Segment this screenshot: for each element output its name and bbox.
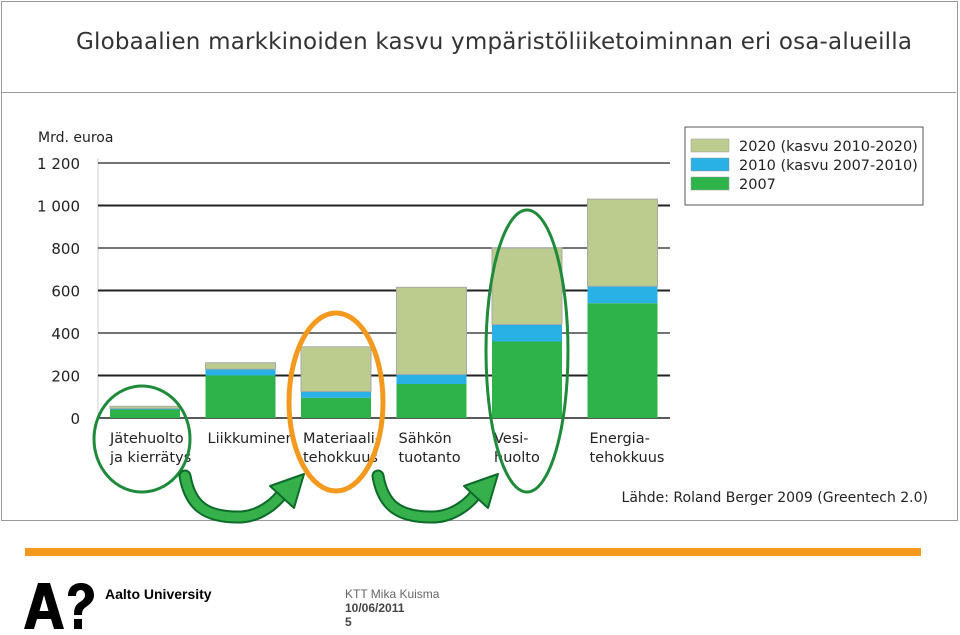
bar-segment bbox=[109, 405, 181, 409]
page-title: Globaalien markkinoiden kasvu ympäristöl… bbox=[76, 29, 913, 55]
annotation-ellipse bbox=[484, 208, 570, 494]
bar-segment bbox=[587, 286, 658, 304]
y-tick-label: 400 bbox=[51, 325, 80, 343]
footer-page: 5 bbox=[345, 615, 352, 629]
bar-segment bbox=[110, 408, 180, 410]
bar-segment bbox=[396, 374, 467, 384]
y-tick-label: 200 bbox=[51, 368, 80, 386]
bar-segment bbox=[491, 247, 563, 325]
curved-arrow-head bbox=[463, 473, 499, 509]
x-category-label: Vesi- bbox=[494, 431, 529, 447]
annotation-circle bbox=[92, 384, 192, 494]
curved-arrow-head bbox=[269, 473, 305, 509]
bar-segment bbox=[492, 341, 562, 418]
annotation-ellipse bbox=[286, 310, 386, 494]
bar-segment bbox=[205, 369, 276, 376]
source-note: Lähde: Roland Berger 2009 (Greentech 2.0… bbox=[622, 490, 928, 506]
y-tick-label: 600 bbox=[51, 283, 80, 301]
bar-segment bbox=[205, 362, 276, 370]
footer-date: 10/06/2011 bbox=[345, 601, 405, 615]
x-category-label: Liikkuminen bbox=[208, 431, 295, 447]
x-category-label: tuotanto bbox=[399, 450, 461, 466]
footer: KTT Mika Kuisma 10/06/2011 5 bbox=[345, 587, 439, 629]
y-tick-label: 1 200 bbox=[37, 155, 80, 173]
university-name: Aalto University bbox=[105, 586, 212, 602]
x-category-label: Sähkön bbox=[399, 431, 452, 447]
x-category-label: huolto bbox=[494, 450, 540, 466]
orange-divider bbox=[25, 548, 921, 556]
legend-label: 2010 (kasvu 2007-2010) bbox=[739, 158, 918, 174]
title-strip: Globaalien markkinoiden kasvu ympäristöl… bbox=[1, 1, 956, 93]
legend-label: 2007 bbox=[739, 177, 776, 193]
bar-segment bbox=[205, 375, 276, 418]
bar-segment bbox=[587, 303, 658, 418]
legend-swatch bbox=[690, 138, 730, 153]
legend-swatch bbox=[690, 176, 730, 191]
bar-segment bbox=[110, 409, 180, 418]
bar-segment bbox=[492, 324, 562, 342]
bar-segment bbox=[587, 198, 658, 287]
x-category-label: Energia- bbox=[590, 431, 650, 447]
chart-panel bbox=[1, 1, 958, 521]
bar-segment bbox=[300, 346, 372, 392]
chart: 0 200 400 600 800 1 000 1 200 Mrd. euroa Jätehuo… bbox=[37, 126, 928, 524]
bar-segment bbox=[301, 397, 371, 418]
y-tick-label: 800 bbox=[51, 240, 80, 258]
bar-segment bbox=[396, 384, 467, 418]
legend-swatch bbox=[690, 157, 730, 172]
x-category-label: Materiaali- bbox=[303, 431, 380, 447]
bar-segment bbox=[301, 391, 371, 398]
footer-author: KTT Mika Kuisma bbox=[345, 587, 440, 601]
bar-segment bbox=[396, 286, 467, 375]
curved-arrow bbox=[180, 471, 291, 522]
y-axis-label: Mrd. euroa bbox=[38, 130, 113, 146]
y-tick-label: 0 bbox=[70, 410, 80, 428]
aalto-logo-icon bbox=[24, 583, 94, 629]
legend-label: 2020 (kasvu 2010-2020) bbox=[739, 139, 918, 155]
x-category-label: Jätehuolto bbox=[109, 431, 184, 447]
curved-arrow bbox=[373, 471, 485, 522]
y-tick-label: 1 000 bbox=[37, 198, 80, 216]
x-category-label: tehokkuus bbox=[590, 450, 665, 466]
x-category-label: tehokkuus bbox=[303, 450, 378, 466]
x-category-label: ja kierrätys bbox=[109, 450, 191, 466]
